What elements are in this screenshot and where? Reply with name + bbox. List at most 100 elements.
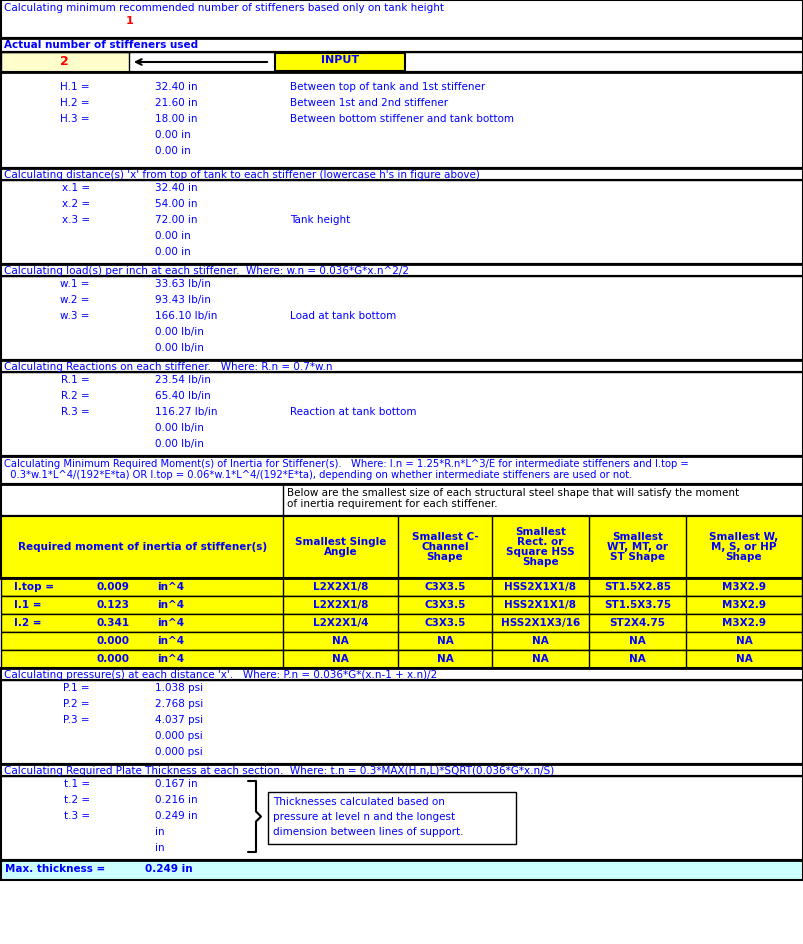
Text: Required moment of inertia of stiffener(s): Required moment of inertia of stiffener(… bbox=[18, 542, 267, 552]
Bar bbox=[1, 0, 802, 38]
Text: w.1 =: w.1 = bbox=[60, 279, 90, 289]
Text: 0.249 in: 0.249 in bbox=[145, 864, 193, 874]
Text: 32.40 in: 32.40 in bbox=[155, 183, 198, 193]
Text: HSS2X1X3/16: HSS2X1X3/16 bbox=[500, 618, 580, 628]
Text: 0.00 lb/in: 0.00 lb/in bbox=[155, 343, 204, 353]
Text: H.1 =: H.1 = bbox=[60, 82, 90, 92]
Text: 0.00 in: 0.00 in bbox=[155, 130, 190, 140]
Bar bbox=[1, 578, 802, 596]
Bar bbox=[1, 776, 802, 860]
Text: L2X2X1/8: L2X2X1/8 bbox=[312, 582, 368, 592]
Bar bbox=[1, 38, 802, 52]
Text: 0.341: 0.341 bbox=[97, 618, 130, 628]
Text: H.3 =: H.3 = bbox=[60, 114, 90, 124]
Text: Smallest C-: Smallest C- bbox=[411, 532, 478, 542]
Text: 18.00 in: 18.00 in bbox=[155, 114, 198, 124]
Bar bbox=[1, 860, 802, 880]
Bar bbox=[1, 596, 802, 614]
Text: Angle: Angle bbox=[324, 547, 357, 557]
Text: 21.60 in: 21.60 in bbox=[155, 98, 198, 108]
Text: Calculating Required Plate Thickness at each section.  Where: t.n = 0.3*MAX(H.n,: Calculating Required Plate Thickness at … bbox=[4, 766, 553, 776]
Text: 0.3*w.1*L^4/(192*E*ta) OR I.top = 0.06*w.1*L^4/(192*E*ta), depending on whether : 0.3*w.1*L^4/(192*E*ta) OR I.top = 0.06*w… bbox=[4, 470, 632, 480]
Bar bbox=[1, 484, 802, 516]
Text: R.2 =: R.2 = bbox=[61, 391, 90, 401]
Text: w.2 =: w.2 = bbox=[60, 295, 90, 305]
Text: 0.249 in: 0.249 in bbox=[155, 811, 198, 821]
Text: 1: 1 bbox=[126, 16, 134, 26]
Text: ST1.5X3.75: ST1.5X3.75 bbox=[603, 600, 671, 610]
Bar bbox=[1, 276, 802, 360]
Bar bbox=[1, 632, 802, 650]
Text: 0.123: 0.123 bbox=[97, 600, 130, 610]
Text: Between 1st and 2nd stiffener: Between 1st and 2nd stiffener bbox=[290, 98, 447, 108]
Bar bbox=[1, 168, 802, 180]
Text: in^4: in^4 bbox=[157, 654, 184, 664]
Text: Smallest: Smallest bbox=[611, 532, 662, 542]
Text: Smallest: Smallest bbox=[515, 527, 565, 537]
Text: Load at tank bottom: Load at tank bottom bbox=[290, 311, 396, 321]
Text: INPUT: INPUT bbox=[320, 55, 359, 65]
Text: 0.167 in: 0.167 in bbox=[155, 779, 198, 789]
Text: Calculating distance(s) 'x' from top of tank to each stiffener (lowercase h's in: Calculating distance(s) 'x' from top of … bbox=[4, 170, 479, 180]
Text: R.3 =: R.3 = bbox=[61, 407, 90, 417]
Text: NA: NA bbox=[332, 636, 349, 646]
Text: x.2 =: x.2 = bbox=[62, 199, 90, 209]
Bar bbox=[267, 792, 516, 844]
Text: pressure at level n and the longest: pressure at level n and the longest bbox=[273, 812, 454, 822]
Text: 33.63 lb/in: 33.63 lb/in bbox=[155, 279, 210, 289]
Text: 0.009: 0.009 bbox=[97, 582, 130, 592]
Text: 54.00 in: 54.00 in bbox=[155, 199, 198, 209]
Bar bbox=[1, 680, 802, 764]
Text: in: in bbox=[155, 843, 165, 853]
Bar bbox=[1, 264, 802, 276]
Bar bbox=[1, 614, 802, 632]
Text: Channel: Channel bbox=[421, 542, 468, 552]
Text: HSS2X1X1/8: HSS2X1X1/8 bbox=[503, 600, 576, 610]
Text: Shape: Shape bbox=[521, 557, 558, 567]
Text: 0.000: 0.000 bbox=[97, 654, 130, 664]
Text: in^4: in^4 bbox=[157, 618, 184, 628]
Text: ST Shape: ST Shape bbox=[609, 552, 664, 562]
Text: L2X2X1/4: L2X2X1/4 bbox=[312, 618, 368, 628]
Text: M3X2.9: M3X2.9 bbox=[721, 618, 765, 628]
Text: ST1.5X2.85: ST1.5X2.85 bbox=[603, 582, 671, 592]
Text: NA: NA bbox=[628, 654, 645, 664]
Text: NA: NA bbox=[332, 654, 349, 664]
Text: 0.000: 0.000 bbox=[97, 636, 130, 646]
Bar bbox=[1, 52, 802, 72]
Text: Shape: Shape bbox=[725, 552, 761, 562]
Text: 32.40 in: 32.40 in bbox=[155, 82, 198, 92]
Text: 0.00 lb/in: 0.00 lb/in bbox=[155, 423, 204, 433]
Text: C3X3.5: C3X3.5 bbox=[424, 618, 465, 628]
Text: M3X2.9: M3X2.9 bbox=[721, 600, 765, 610]
Text: Actual number of stiffeners used: Actual number of stiffeners used bbox=[4, 40, 198, 50]
Text: C3X3.5: C3X3.5 bbox=[424, 582, 465, 592]
Bar bbox=[1, 764, 802, 776]
Bar bbox=[1, 180, 802, 264]
Text: 2: 2 bbox=[59, 55, 68, 68]
Text: t.1 =: t.1 = bbox=[63, 779, 90, 789]
Text: Max. thickness =: Max. thickness = bbox=[5, 864, 105, 874]
Text: Shape: Shape bbox=[426, 552, 463, 562]
Text: HSS2X1X1/8: HSS2X1X1/8 bbox=[503, 582, 576, 592]
Text: Below are the smallest size of each structural steel shape that will satisfy the: Below are the smallest size of each stru… bbox=[287, 488, 738, 498]
Text: w.3 =: w.3 = bbox=[60, 311, 90, 321]
Bar bbox=[1, 52, 128, 72]
Text: NA: NA bbox=[735, 636, 752, 646]
Text: 166.10 lb/in: 166.10 lb/in bbox=[155, 311, 217, 321]
Text: dimension between lines of support.: dimension between lines of support. bbox=[273, 827, 463, 837]
Text: t.3 =: t.3 = bbox=[63, 811, 90, 821]
Text: Reaction at tank bottom: Reaction at tank bottom bbox=[290, 407, 416, 417]
Text: 2.768 psi: 2.768 psi bbox=[155, 699, 203, 709]
Bar bbox=[1, 668, 802, 680]
Text: NA: NA bbox=[436, 636, 453, 646]
Text: 0.000 psi: 0.000 psi bbox=[155, 731, 202, 741]
Text: in: in bbox=[155, 827, 165, 837]
Text: Thicknesses calculated based on: Thicknesses calculated based on bbox=[273, 797, 444, 807]
Text: NA: NA bbox=[628, 636, 645, 646]
Text: Square HSS: Square HSS bbox=[506, 547, 574, 557]
Text: 72.00 in: 72.00 in bbox=[155, 215, 198, 225]
Text: M3X2.9: M3X2.9 bbox=[721, 582, 765, 592]
Text: P.2 =: P.2 = bbox=[63, 699, 90, 709]
Text: 65.40 lb/in: 65.40 lb/in bbox=[155, 391, 210, 401]
